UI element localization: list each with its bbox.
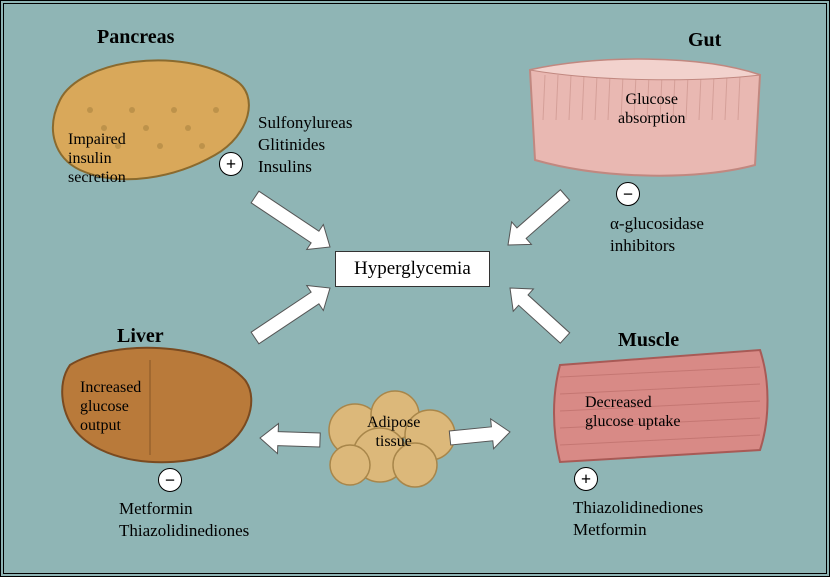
pancreas-dot	[143, 125, 149, 131]
liver-drugs: MetforminThiazolidinediones	[119, 498, 249, 542]
pancreas-inside-text: Impairedinsulinsecretion	[68, 130, 126, 188]
pancreas-dot	[199, 143, 205, 149]
center-label: Hyperglycemia	[354, 258, 471, 279]
pancreas-sign-icon: +	[219, 152, 243, 176]
adipose-label: Adiposetissue	[367, 413, 420, 451]
pancreas-dot	[129, 107, 135, 113]
diagram-canvas: Hyperglycemia Pancreas Impairedinsulinse…	[0, 0, 830, 577]
pancreas-dot	[185, 125, 191, 131]
svg-layer	[0, 0, 830, 577]
gut-sign-icon: −	[616, 182, 640, 206]
liver-inside-text: Increasedglucoseoutput	[80, 378, 141, 436]
pancreas-title: Pancreas	[97, 26, 174, 49]
pancreas-drugs: SulfonylureasGlitinidesInsulins	[258, 112, 352, 178]
liver-sign-icon: −	[158, 468, 182, 492]
adipose-to-muscle	[449, 417, 512, 453]
liver-title: Liver	[117, 325, 164, 348]
muscle-drugs: ThiazolidinedionesMetformin	[573, 497, 703, 541]
pancreas-dot	[213, 107, 219, 113]
gut-drugs: α-glucosidaseinhibitors	[610, 213, 704, 257]
center-hyperglycemia-box: Hyperglycemia	[335, 251, 490, 287]
muscle-sign-icon: +	[574, 467, 598, 491]
gut-title: Gut	[688, 29, 721, 52]
liver-to-center	[247, 276, 339, 351]
pancreas-to-center	[247, 185, 339, 260]
gut-inside-text: Glucoseabsorption	[618, 90, 686, 128]
muscle-inside-text: Decreasedglucose uptake	[585, 393, 681, 431]
muscle-title: Muscle	[618, 329, 679, 352]
muscle-to-center	[500, 277, 575, 349]
adipose-to-liver	[260, 423, 321, 455]
pancreas-dot	[157, 143, 163, 149]
pancreas-dot	[87, 107, 93, 113]
gut-to-center	[498, 184, 575, 257]
pancreas-dot	[171, 107, 177, 113]
